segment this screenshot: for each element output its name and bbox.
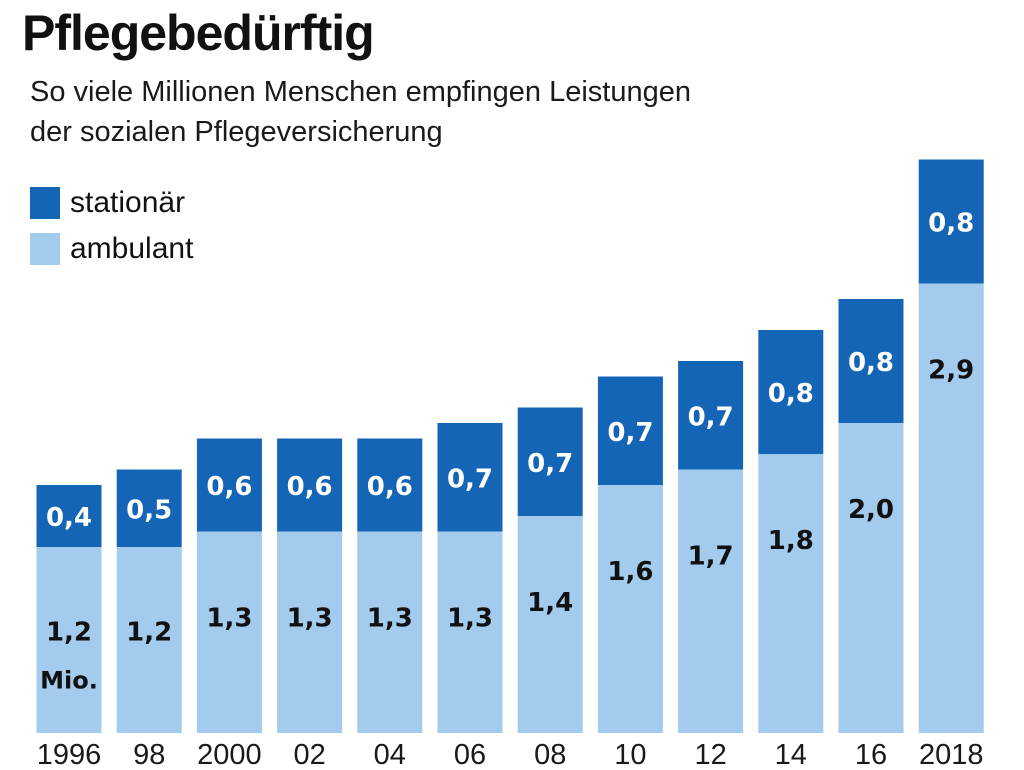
bar-stationaer-11 bbox=[918, 159, 984, 284]
subtitle-line-1: So viele Millionen Menschen empfingen Le… bbox=[30, 76, 691, 108]
bar-stationaer-3 bbox=[277, 438, 343, 532]
bar-stationaer-6 bbox=[517, 407, 583, 516]
label-ambulant-11: 2,9 bbox=[928, 356, 974, 386]
x-tick-2: 2000 bbox=[197, 739, 262, 770]
x-tick-4: 04 bbox=[374, 739, 406, 770]
x-tick-3: 02 bbox=[293, 739, 325, 770]
label-stationaer-10: 0,8 bbox=[848, 348, 894, 378]
legend-swatch-stationaer bbox=[30, 187, 60, 219]
bar-ambulant-5 bbox=[437, 531, 503, 733]
bar-stationaer-7 bbox=[597, 376, 663, 485]
label-ambulant-3: 1,3 bbox=[287, 604, 333, 634]
bar-ambulant-3 bbox=[277, 531, 343, 733]
bar-stationaer-5 bbox=[437, 423, 503, 532]
chart-title: Pflegebedürftig bbox=[22, 5, 375, 61]
x-tick-1: 98 bbox=[133, 739, 165, 770]
legend-item-ambulant: ambulant bbox=[30, 226, 193, 272]
bar-ambulant-11 bbox=[918, 283, 984, 733]
label-stationaer-3: 0,6 bbox=[287, 472, 333, 502]
bar-ambulant-8 bbox=[678, 469, 744, 733]
chart-subtitle: So viele Millionen Menschen empfingen Le… bbox=[30, 72, 691, 152]
legend-label-ambulant: ambulant bbox=[70, 232, 194, 265]
label-ambulant-1: 1,2 bbox=[126, 618, 172, 648]
label-ambulant-9: 1,8 bbox=[768, 526, 814, 556]
x-tick-7: 10 bbox=[614, 739, 646, 770]
x-tick-9: 14 bbox=[775, 739, 807, 770]
legend-label-stationaer: stationär bbox=[70, 186, 186, 219]
bar-ambulant-9 bbox=[758, 454, 824, 733]
label-ambulant-4: 1,3 bbox=[367, 604, 413, 634]
label-stationaer-0: 0,4 bbox=[46, 503, 92, 533]
legend-item-stationaer: stationär bbox=[30, 180, 193, 226]
x-tick-11: 2018 bbox=[919, 739, 984, 770]
bar-stationaer-2 bbox=[196, 438, 262, 532]
bar-ambulant-2 bbox=[196, 531, 262, 733]
bar-ambulant-1 bbox=[116, 547, 182, 733]
bar-stationaer-0 bbox=[36, 485, 102, 547]
unit-note: Mio. bbox=[40, 667, 98, 695]
x-tick-8: 12 bbox=[694, 739, 726, 770]
bar-ambulant-7 bbox=[597, 485, 663, 733]
label-stationaer-1: 0,5 bbox=[126, 495, 172, 525]
bar-ambulant-4 bbox=[357, 531, 423, 733]
bar-stationaer-4 bbox=[357, 438, 423, 532]
label-ambulant-0: 1,2 bbox=[46, 618, 92, 648]
label-stationaer-9: 0,8 bbox=[768, 379, 814, 409]
label-stationaer-11: 0,8 bbox=[928, 209, 974, 239]
legend: stationär ambulant bbox=[30, 180, 193, 272]
label-stationaer-6: 0,7 bbox=[527, 449, 573, 479]
label-stationaer-2: 0,6 bbox=[206, 472, 252, 502]
x-tick-5: 06 bbox=[454, 739, 486, 770]
subtitle-line-2: der sozialen Pflegeversicherung bbox=[30, 116, 443, 148]
label-ambulant-10: 2,0 bbox=[848, 495, 894, 525]
bar-stationaer-9 bbox=[758, 330, 824, 454]
label-stationaer-5: 0,7 bbox=[447, 464, 493, 494]
label-ambulant-2: 1,3 bbox=[206, 604, 252, 634]
bar-ambulant-10 bbox=[838, 423, 904, 733]
label-ambulant-8: 1,7 bbox=[688, 542, 734, 572]
bar-ambulant-6 bbox=[517, 516, 583, 733]
label-stationaer-7: 0,7 bbox=[607, 418, 653, 448]
label-stationaer-8: 0,7 bbox=[688, 402, 734, 432]
bar-ambulant-0 bbox=[36, 547, 102, 733]
bar-stationaer-1 bbox=[116, 469, 182, 547]
label-stationaer-4: 0,6 bbox=[367, 472, 413, 502]
label-ambulant-6: 1,4 bbox=[527, 588, 573, 618]
label-ambulant-7: 1,6 bbox=[607, 557, 653, 587]
x-tick-0: 1996 bbox=[37, 739, 102, 770]
label-ambulant-5: 1,3 bbox=[447, 604, 493, 634]
x-tick-6: 08 bbox=[534, 739, 566, 770]
bar-stationaer-8 bbox=[678, 361, 744, 470]
x-tick-10: 16 bbox=[855, 739, 887, 770]
legend-swatch-ambulant bbox=[30, 233, 60, 265]
bar-stationaer-10 bbox=[838, 299, 904, 423]
